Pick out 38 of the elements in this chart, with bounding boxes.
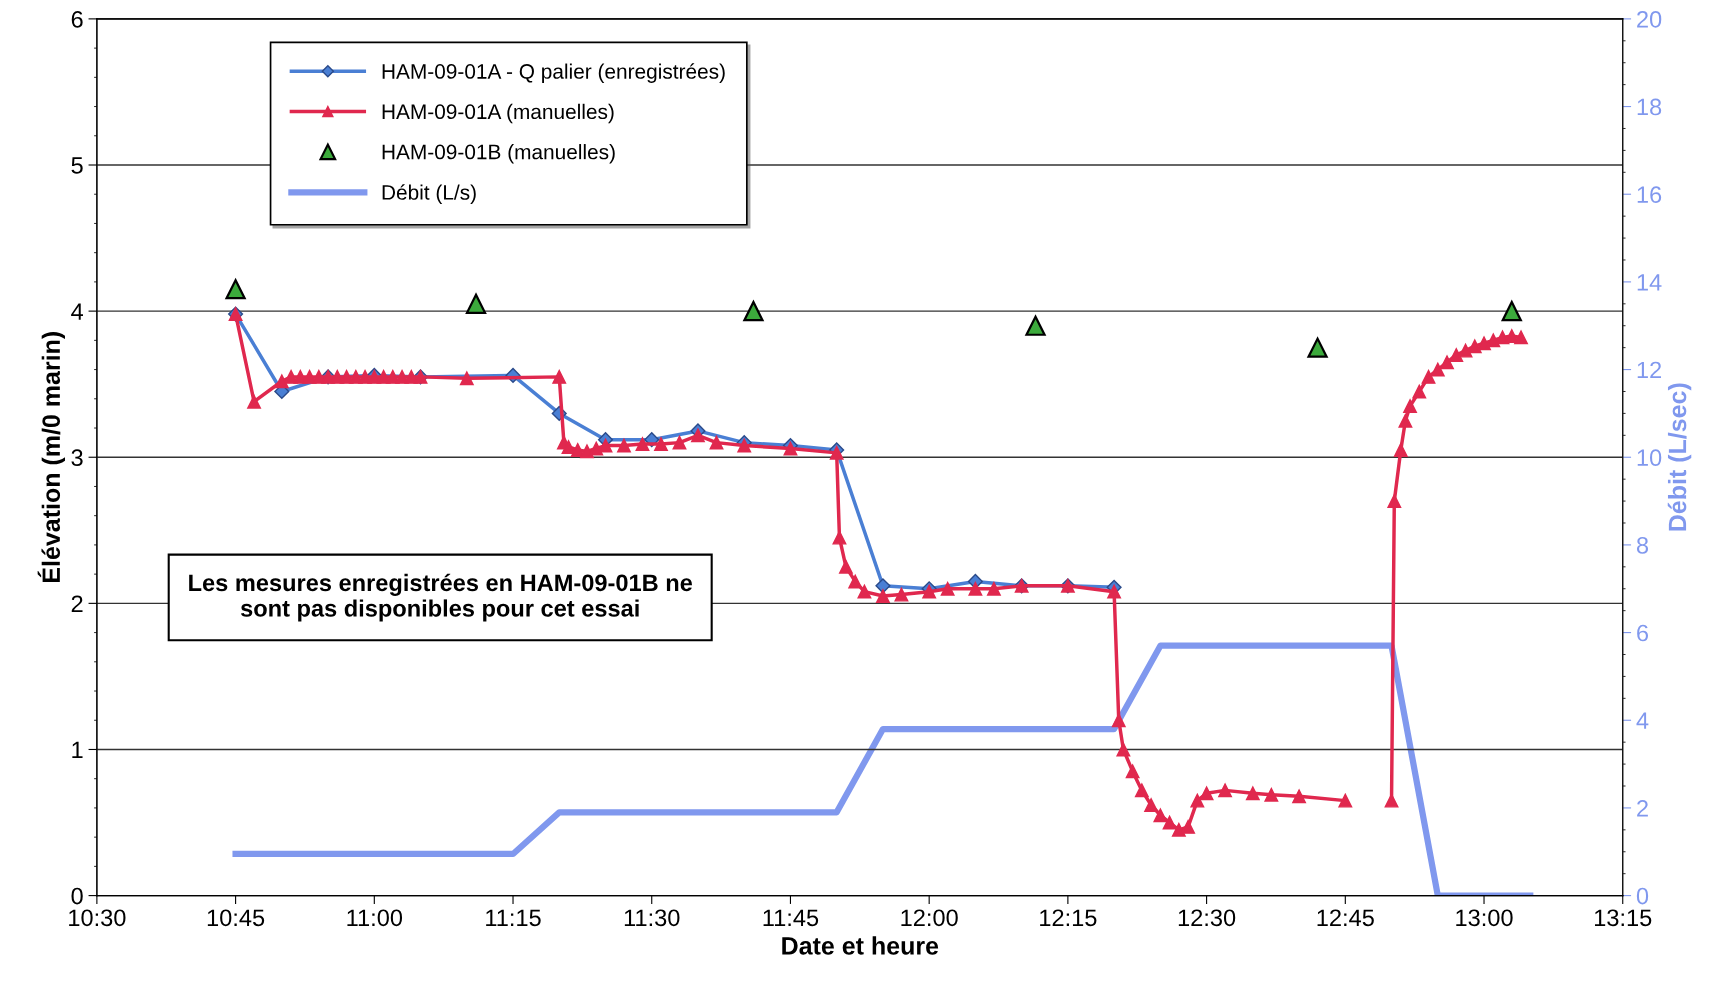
y2-tick-label: 10: [1637, 449, 1662, 467]
y2-tick-label: 20: [1637, 10, 1662, 28]
y-tick-label: 4: [71, 303, 83, 320]
y2-tick-label: 2: [1637, 799, 1648, 817]
y-axis-title: Élévation (m/0 marin): [37, 332, 65, 582]
y-tick-label: 0: [71, 887, 83, 905]
y2-tick-label: 16: [1637, 186, 1662, 204]
x-tick-label: 11:30: [624, 909, 680, 927]
y-tick-label: 3: [71, 449, 83, 467]
y2-tick-label: 8: [1636, 536, 1649, 554]
x-tick-label: 10:45: [207, 909, 265, 927]
x-tick-label: 12:00: [901, 909, 958, 927]
x-tick-label: 11:45: [763, 909, 819, 927]
y2-tick-label: 6: [1637, 624, 1649, 642]
y-tick-label: 5: [71, 157, 83, 174]
x-tick-label: 13:00: [1456, 909, 1513, 927]
y-tick-label: 2: [71, 595, 83, 612]
x-tick-label: 12:45: [1317, 909, 1374, 927]
legend-label: HAM-09-01A - Q palier (enregistrées): [382, 63, 725, 83]
legend-label: HAM-09-01A (manuelles): [382, 103, 614, 124]
legend-label: Débit (L/s): [382, 184, 476, 204]
y2-tick-label: 4: [1636, 712, 1649, 729]
x-tick-label: 12:30: [1178, 909, 1236, 927]
x-tick-label: 12:15: [1040, 909, 1097, 927]
y2-tick-label: 12: [1637, 361, 1662, 379]
annotation: Les mesures enregistrées en HAM-09-01B ne sont pas disponibles pour cet essai: [189, 573, 693, 622]
y-tick-label: 1: [72, 741, 83, 759]
y-tick-label: 6: [71, 10, 83, 28]
legend-label: HAM-09-01B (manuelles): [382, 144, 615, 164]
y2-tick-label: 14: [1637, 274, 1662, 291]
x-axis-title: Date et heure: [782, 936, 939, 955]
y2-tick-label: 0: [1636, 887, 1649, 905]
y2-tick-label: 18: [1637, 98, 1662, 116]
y2-axis-title: Débit (L/sec): [1667, 383, 1692, 531]
x-tick-label: 13:15: [1595, 909, 1652, 927]
x-tick-label: 11:00: [347, 909, 403, 927]
x-tick-label: 11:15: [486, 909, 541, 927]
x-tick-label: 10:30: [69, 909, 126, 927]
